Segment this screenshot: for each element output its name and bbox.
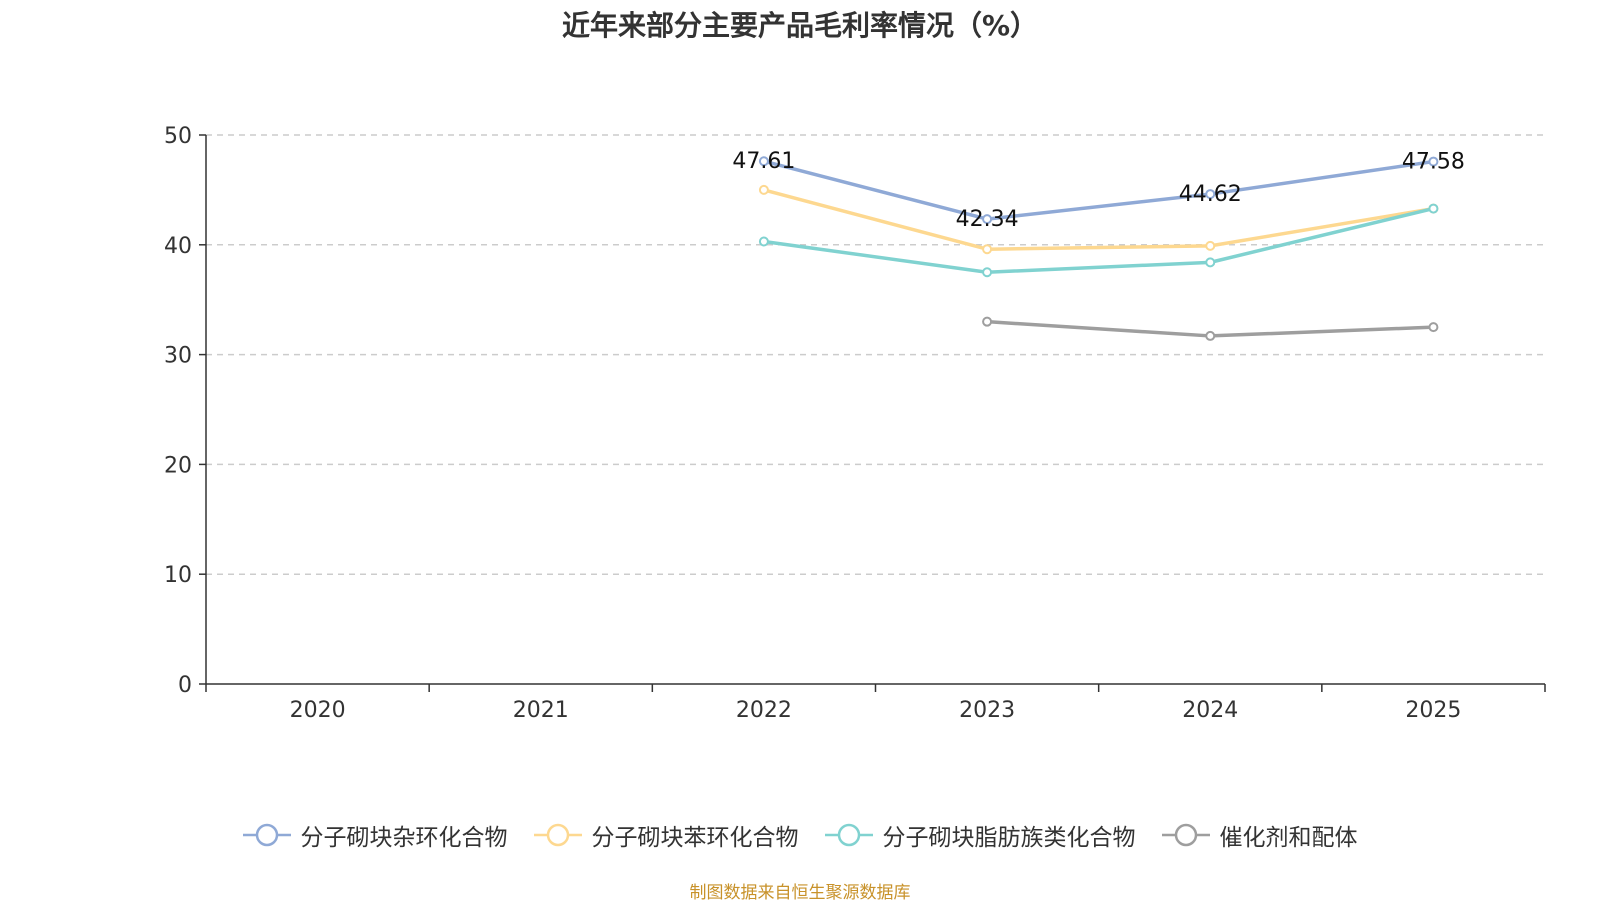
legend-marker-icon	[242, 823, 291, 847]
y-tick-label: 50	[164, 124, 192, 149]
data-point	[1428, 156, 1439, 167]
data-point	[758, 156, 769, 167]
legend-item-3[interactable]: 分子砌块脂肪族类化合物	[824, 818, 1136, 852]
y-tick-label: 30	[164, 344, 192, 369]
data-point	[982, 316, 993, 327]
data-label: 47.58	[1402, 150, 1465, 175]
legend-item-1[interactable]: 分子砌块杂环化合物	[242, 818, 508, 852]
legend-marker-icon	[533, 823, 582, 847]
series-line-3	[763, 206, 1434, 274]
data-point	[1428, 322, 1439, 333]
y-tick-label: 10	[164, 563, 192, 588]
x-tick-label: 2023	[959, 698, 1015, 723]
y-tick-label: 0	[178, 673, 192, 698]
data-point	[982, 267, 993, 278]
data-point	[1428, 203, 1439, 214]
data-point	[982, 244, 993, 255]
legend: 分子砌块杂环化合物 分子砌块苯环化合物 分子砌块脂肪族类化合物 催化剂和配体	[0, 818, 1600, 852]
legend-label: 分子砌块苯环化合物	[591, 825, 799, 851]
data-point	[758, 184, 769, 195]
x-tick-label: 2025	[1405, 698, 1461, 723]
data-point	[1205, 330, 1216, 341]
data-point	[1205, 257, 1216, 268]
x-tick-label: 2022	[736, 698, 792, 723]
legend-item-4[interactable]: 催化剂和配体	[1161, 818, 1358, 852]
legend-label: 分子砌块脂肪族类化合物	[882, 825, 1136, 851]
x-tick-label: 2020	[290, 698, 346, 723]
y-tick-label: 40	[164, 234, 192, 259]
series-line-2	[763, 188, 1434, 251]
data-point	[982, 214, 993, 225]
y-tick-label: 20	[164, 453, 192, 478]
x-tick-label: 2024	[1182, 698, 1238, 723]
series-line-1	[763, 159, 1434, 221]
x-tick-label: 2021	[513, 698, 569, 723]
legend-marker-icon	[1161, 823, 1210, 847]
data-label: 42.34	[956, 207, 1019, 232]
source-note: 制图数据来自恒生聚源数据库	[689, 883, 911, 903]
legend-label: 分子砌块杂环化合物	[300, 825, 508, 851]
data-point	[1205, 189, 1216, 200]
chart-title: 近年来部分主要产品毛利率情况（%）	[561, 9, 1039, 42]
data-label: 47.61	[732, 149, 795, 174]
data-point	[758, 236, 769, 247]
legend-marker-icon	[824, 823, 873, 847]
legend-label: 催化剂和配体	[1219, 825, 1358, 851]
legend-item-2[interactable]: 分子砌块苯环化合物	[533, 818, 799, 852]
data-label: 44.62	[1179, 182, 1242, 207]
data-point	[1205, 240, 1216, 251]
